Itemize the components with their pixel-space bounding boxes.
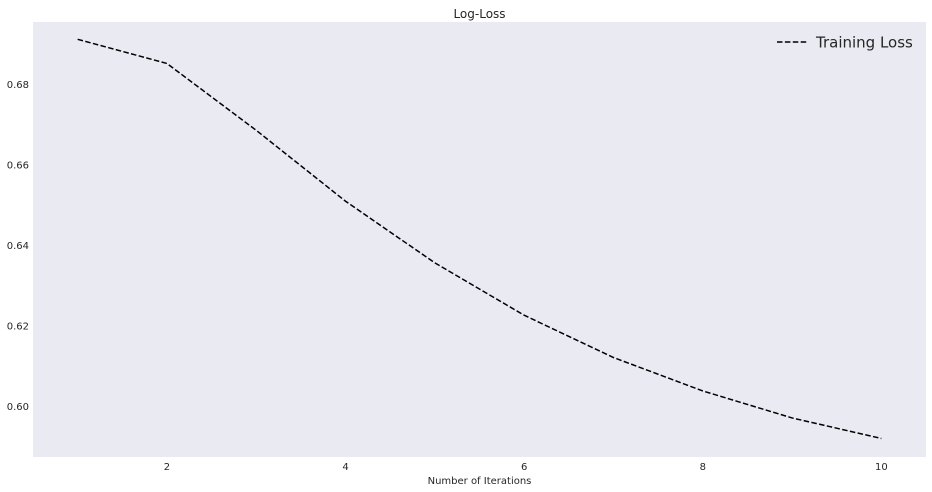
y-tick-label: 0.68	[7, 80, 29, 91]
x-tick-label: 2	[164, 462, 170, 473]
x-tick-label: 10	[875, 462, 888, 473]
legend-label-training-loss: Training Loss	[815, 34, 913, 52]
x-tick-label: 6	[521, 462, 527, 473]
x-axis-label: Number of Iterations	[428, 476, 532, 487]
series-line-training-loss	[77, 38, 882, 440]
y-axis-ticks: 0.60 0.62 0.64 0.66 0.68	[7, 80, 29, 413]
x-tick-label: 8	[700, 462, 706, 473]
legend: Training Loss	[777, 34, 913, 52]
y-tick-label: 0.62	[7, 322, 29, 333]
y-tick-label: 0.60	[7, 402, 29, 413]
series-layer	[77, 38, 882, 440]
y-tick-label: 0.66	[7, 160, 29, 171]
y-tick-label: 0.64	[7, 241, 29, 252]
x-axis-ticks: 2 4 6 8 10	[164, 462, 888, 473]
x-tick-label: 4	[342, 462, 348, 473]
plot-area	[33, 22, 926, 457]
chart-title: Log-Loss	[453, 7, 505, 21]
